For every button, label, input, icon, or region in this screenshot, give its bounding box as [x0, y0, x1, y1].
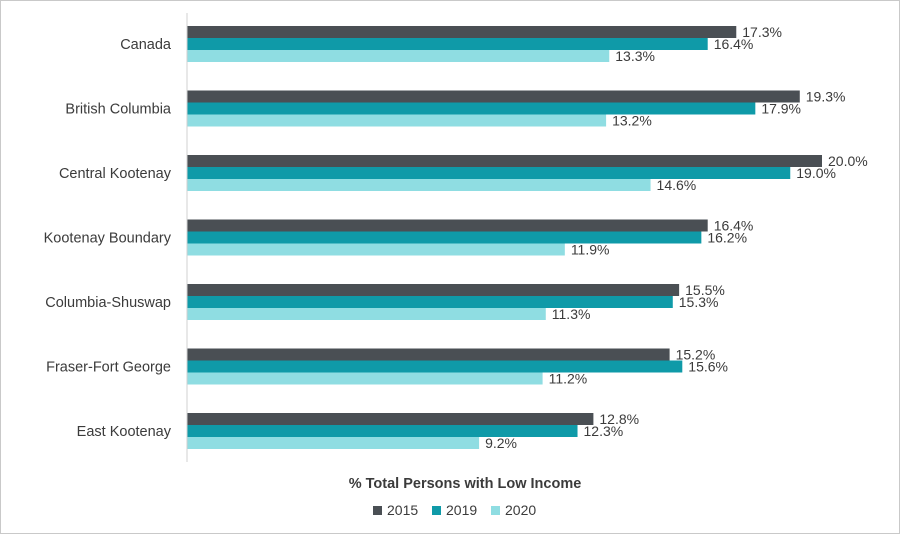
data-label-kootenay-boundary-2020: 11.9% — [571, 242, 610, 258]
bar-columbia-shuswap-2015 — [187, 284, 680, 296]
bar-british-columbia-2019 — [187, 102, 756, 115]
data-label-british-columbia-2019: 17.9% — [761, 101, 801, 117]
bar-british-columbia-2020 — [187, 114, 607, 127]
bar-fraser-fort-george-2015 — [187, 348, 670, 361]
data-label-kootenay-boundary-2019: 16.2% — [707, 230, 747, 246]
legend-swatch-2020 — [491, 506, 500, 515]
category-label-east-kootenay: East Kootenay — [77, 424, 172, 440]
data-label-east-kootenay-2020: 9.2% — [485, 435, 517, 451]
category-label-columbia-shuswap: Columbia-Shuswap — [45, 295, 171, 311]
data-label-kootenay-boundary-2015: 16.4% — [714, 218, 754, 234]
data-label-east-kootenay-2019: 12.3% — [584, 423, 624, 439]
data-label-fraser-fort-george-2015: 15.2% — [676, 347, 716, 363]
legend-label-2019: 2019 — [446, 502, 477, 518]
data-label-central-kootenay-2019: 19.0% — [796, 165, 836, 181]
category-label-kootenay-boundary: Kootenay Boundary — [44, 231, 172, 247]
x-axis-title: % Total Persons with Low Income — [349, 476, 582, 492]
bar-canada-2019 — [187, 38, 708, 50]
legend-label-2015: 2015 — [387, 502, 418, 518]
bar-kootenay-boundary-2020 — [187, 243, 565, 256]
data-label-fraser-fort-george-2020: 11.2% — [549, 371, 588, 387]
bar-fraser-fort-george-2020 — [187, 372, 543, 385]
bar-central-kootenay-2020 — [187, 179, 651, 191]
category-label-canada: Canada — [120, 37, 172, 53]
bar-east-kootenay-2019 — [187, 425, 578, 437]
data-label-fraser-fort-george-2019: 15.6% — [688, 359, 728, 375]
bar-kootenay-boundary-2015 — [187, 219, 708, 232]
category-label-british-columbia: British Columbia — [65, 102, 171, 118]
data-label-canada-2019: 16.4% — [714, 36, 754, 52]
legend: 2015 2019 2020 — [373, 502, 536, 518]
bar-east-kootenay-2015 — [187, 413, 594, 425]
bar-columbia-shuswap-2019 — [187, 296, 673, 308]
bar-canada-2015 — [187, 26, 737, 38]
legend-swatch-2019 — [432, 506, 441, 515]
data-label-columbia-shuswap-2020: 11.3% — [552, 306, 591, 322]
data-labels: 17.3%16.4%13.3%19.3%17.9%13.2%20.0%19.0%… — [485, 24, 868, 451]
bar-canada-2020 — [187, 50, 610, 62]
bar-british-columbia-2015 — [187, 90, 800, 103]
data-label-central-kootenay-2020: 14.6% — [657, 177, 697, 193]
bar-kootenay-boundary-2019 — [187, 231, 702, 244]
bar-fraser-fort-george-2019 — [187, 360, 683, 373]
data-label-canada-2020: 13.3% — [615, 48, 655, 64]
legend-swatch-2015 — [373, 506, 382, 515]
category-label-fraser-fort-george: Fraser-Fort George — [46, 360, 171, 376]
data-label-central-kootenay-2015: 20.0% — [828, 153, 868, 169]
category-labels: Canada British Columbia Central Kootenay Ko… — [44, 37, 172, 440]
bar-central-kootenay-2019 — [187, 167, 791, 179]
bar-east-kootenay-2020 — [187, 437, 480, 449]
legend-label-2020: 2020 — [505, 502, 536, 518]
data-label-east-kootenay-2015: 12.8% — [599, 411, 639, 427]
data-label-columbia-shuswap-2015: 15.5% — [685, 282, 725, 298]
bar-central-kootenay-2015 — [187, 155, 822, 167]
data-label-british-columbia-2020: 13.2% — [612, 113, 652, 129]
data-label-british-columbia-2015: 19.3% — [806, 89, 846, 105]
data-label-canada-2015: 17.3% — [742, 24, 782, 40]
data-label-columbia-shuswap-2019: 15.3% — [679, 294, 719, 310]
bar-columbia-shuswap-2020 — [187, 308, 546, 320]
category-label-central-kootenay: Central Kootenay — [59, 166, 172, 182]
bars-layer — [187, 26, 822, 449]
